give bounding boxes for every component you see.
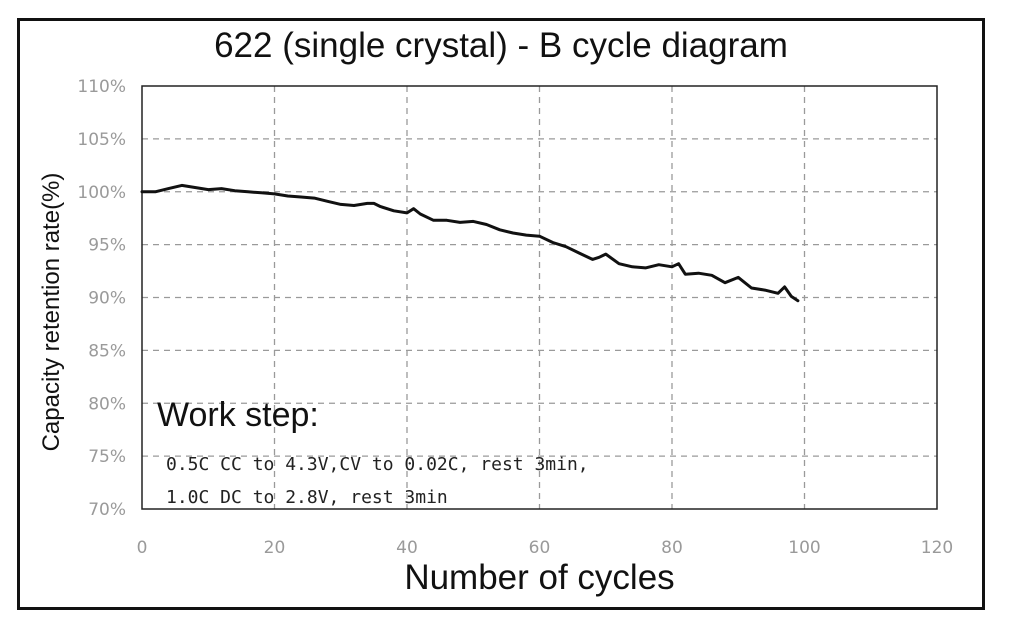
x-tick-label: 40: [396, 538, 418, 558]
chart-frame: [17, 18, 985, 610]
grid-lines: [142, 86, 937, 509]
x-axis-label: Number of cycles: [404, 558, 675, 597]
y-tick-label: 90%: [88, 289, 126, 309]
y-tick-label: 95%: [88, 236, 126, 256]
plot-border: [141, 85, 938, 510]
work-step-line-2: 1.0C DC to 2.8V, rest 3min: [166, 487, 448, 508]
y-tick-label: 70%: [88, 500, 126, 520]
series-layer: [140, 183, 800, 303]
x-tick-label: 60: [529, 538, 551, 558]
x-tick-label: 120: [921, 538, 953, 558]
x-tick-label: 80: [661, 538, 683, 558]
y-tick-label: 105%: [77, 130, 126, 150]
y-tick-label: 110%: [77, 77, 126, 97]
work-step-line-1: 0.5C CC to 4.3V,CV to 0.02C, rest 3min,: [166, 454, 589, 475]
chart-title: 622 (single crystal) - B cycle diagram: [214, 26, 788, 65]
y-axis-label: Capacity retention rate(%): [38, 172, 65, 452]
y-tick-label: 85%: [88, 341, 126, 361]
series-line: [140, 183, 800, 303]
y-tick-label: 75%: [88, 447, 126, 467]
x-tick-label: 100: [788, 538, 820, 558]
y-tick-label: 100%: [77, 183, 126, 203]
y-tick-label: 80%: [88, 394, 126, 414]
x-tick-label: 0: [137, 538, 148, 558]
x-tick-label: 20: [264, 538, 286, 558]
work-step-title: Work step:: [157, 396, 319, 434]
tick-labels: 0 20 40 60 80 100 120 70% 75% 80% 85% 90% 95% 100% 105…: [77, 77, 953, 558]
